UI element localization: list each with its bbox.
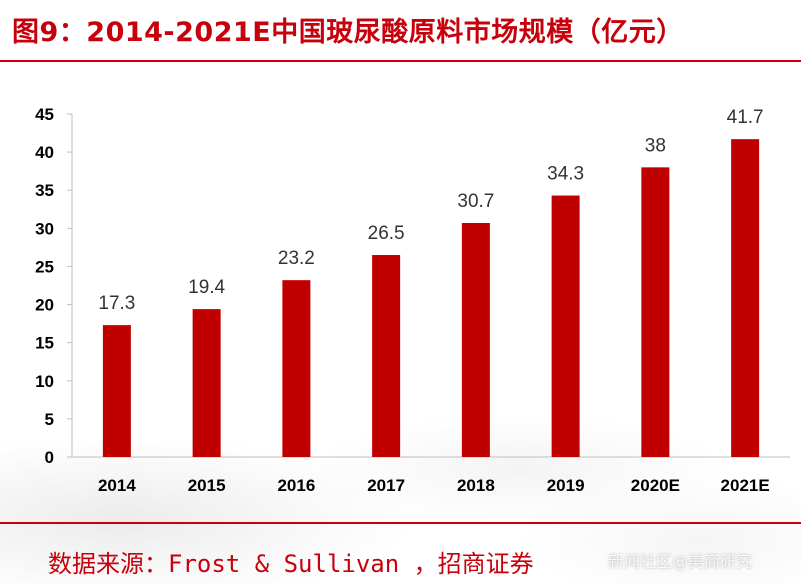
y-tick-label: 20 [35, 296, 54, 315]
data-label-2017: 26.5 [368, 223, 405, 244]
source-divider [0, 522, 801, 524]
data-label-2016: 23.2 [278, 248, 315, 269]
y-tick-label: 0 [45, 448, 54, 467]
y-tick-label: 10 [35, 372, 54, 391]
y-tick-label: 40 [35, 143, 54, 162]
x-tick-label-2020e: 2020E [631, 476, 680, 495]
data-label-2018: 30.7 [457, 191, 494, 212]
data-labels: 17.3 19.4 23.2 26.5 30.7 34.3 38 41.7 [98, 107, 763, 314]
data-label-2020e: 38 [645, 135, 666, 156]
bars [102, 139, 760, 458]
x-tick-label-2019: 2019 [547, 476, 585, 495]
data-label-2014: 17.3 [98, 293, 135, 314]
x-tick-label-2021e: 2021E [721, 476, 770, 495]
x-axis: 2014 2015 2016 2017 2018 2019 2020E 2021E [72, 456, 790, 495]
y-tick-label: 45 [35, 105, 54, 124]
y-axis: 0 5 10 15 20 25 30 35 40 45 [35, 105, 73, 467]
x-tick-label-2018: 2018 [457, 476, 495, 495]
title-divider [0, 60, 801, 62]
watermark: 新闻社区@美商研究 [608, 552, 753, 571]
bar-2018 [461, 222, 490, 457]
y-tick-label: 30 [35, 219, 54, 238]
data-label-2019: 34.3 [547, 164, 584, 185]
bar-2015 [192, 309, 221, 457]
source-note: 数据来源：Frost & Sullivan ，招商证券 [48, 550, 534, 578]
bar-2020e [641, 167, 670, 457]
x-tick-label-2014: 2014 [98, 476, 136, 495]
bar-2016 [282, 280, 311, 457]
data-label-2015: 19.4 [188, 277, 225, 298]
x-tick-label-2015: 2015 [188, 476, 226, 495]
chart-title: 图9：2014-2021E中国玻尿酸原料市场规模（亿元） [12, 17, 684, 48]
y-tick-label: 15 [35, 334, 54, 353]
y-tick-label: 25 [35, 257, 54, 276]
bar-2019 [551, 195, 580, 457]
bar-2014 [102, 325, 131, 457]
bar-2021e [731, 139, 760, 458]
y-tick-label: 35 [35, 181, 54, 200]
data-label-2021e: 41.7 [727, 107, 764, 128]
bar-2017 [372, 255, 401, 457]
x-tick-label-2016: 2016 [277, 476, 315, 495]
y-tick-label: 5 [45, 410, 54, 429]
x-tick-label-2017: 2017 [367, 476, 405, 495]
